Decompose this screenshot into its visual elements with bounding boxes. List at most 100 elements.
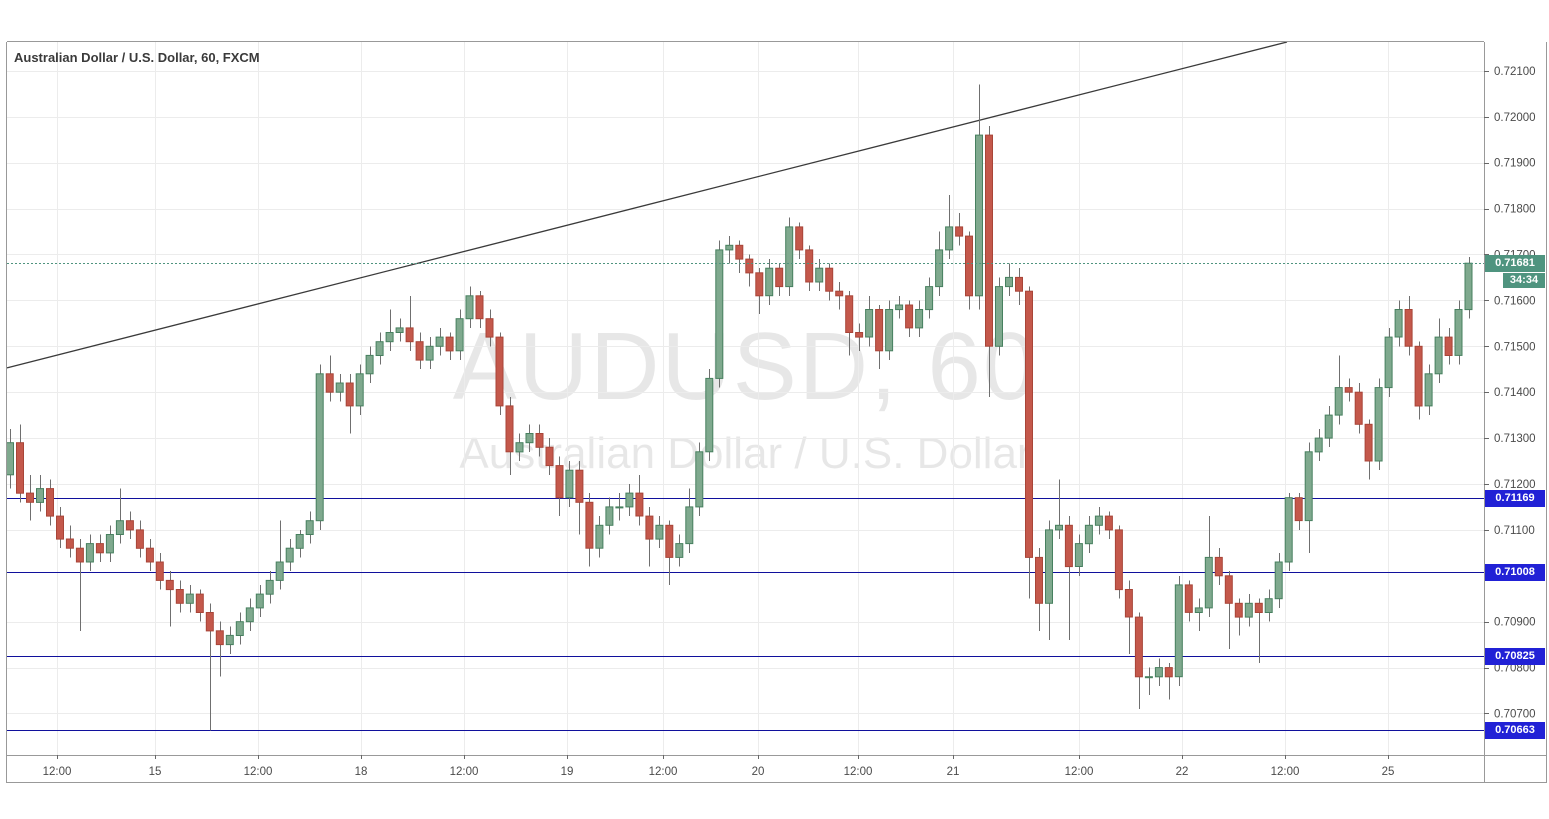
candle-down[interactable] (855, 323, 864, 351)
candle-down[interactable] (415, 332, 424, 370)
candle-up[interactable] (815, 259, 824, 292)
candle-down[interactable] (645, 506, 654, 567)
candle-down[interactable] (835, 282, 844, 310)
candle-up[interactable] (335, 373, 344, 402)
candle-down[interactable] (1404, 295, 1413, 356)
candle-down[interactable] (16, 424, 24, 503)
candle-up[interactable] (1264, 589, 1273, 622)
candle-up[interactable] (695, 442, 704, 517)
candle-up[interactable] (395, 318, 404, 342)
candle-up[interactable] (225, 626, 234, 654)
candle-up[interactable] (895, 295, 904, 319)
candle-up[interactable] (435, 327, 444, 356)
candle-down[interactable] (495, 332, 504, 416)
candle-up[interactable] (1374, 378, 1383, 471)
candle-up[interactable] (625, 483, 634, 517)
candle-down[interactable] (475, 291, 484, 328)
candle-down[interactable] (65, 525, 74, 558)
candle-up[interactable] (285, 539, 294, 572)
candle-down[interactable] (485, 309, 494, 347)
candle-up[interactable] (595, 516, 604, 558)
candle-up[interactable] (275, 520, 284, 590)
candle-down[interactable] (775, 263, 784, 296)
candle-up[interactable] (1314, 428, 1323, 462)
candle-down[interactable] (145, 539, 154, 572)
candle-down[interactable] (125, 511, 134, 540)
candle-up[interactable] (885, 300, 894, 361)
candle-down[interactable] (1134, 612, 1143, 709)
candle-up[interactable] (765, 259, 774, 305)
candle-up[interactable] (525, 424, 534, 452)
candle-down[interactable] (965, 231, 973, 310)
candle-down[interactable] (1064, 516, 1073, 641)
candle-down[interactable] (985, 125, 993, 397)
candle-down[interactable] (26, 474, 34, 521)
candle-down[interactable] (745, 254, 754, 287)
candle-down[interactable] (1164, 662, 1173, 700)
candle-up[interactable] (355, 364, 364, 416)
candles-layer[interactable] (6, 84, 1473, 731)
candle-up[interactable] (725, 236, 734, 264)
candle-down[interactable] (665, 520, 674, 585)
candle-down[interactable] (215, 621, 224, 677)
candle-down[interactable] (575, 461, 584, 535)
candle-up[interactable] (975, 84, 983, 310)
candle-up[interactable] (1074, 534, 1083, 576)
candle-up[interactable] (785, 217, 794, 296)
candle-down[interactable] (555, 456, 564, 517)
candle-down[interactable] (955, 213, 964, 246)
candle-down[interactable] (1124, 580, 1133, 654)
candle-down[interactable] (1224, 571, 1233, 650)
candle-up[interactable] (1324, 405, 1333, 448)
candle-up[interactable] (915, 300, 924, 338)
candle-down[interactable] (1344, 378, 1353, 402)
candle-up[interactable] (1334, 355, 1343, 425)
candle-up[interactable] (1394, 300, 1403, 347)
candle-down[interactable] (95, 534, 104, 562)
candle-up[interactable] (455, 309, 464, 361)
candle-up[interactable] (1244, 594, 1253, 627)
candle-up[interactable] (605, 497, 614, 535)
candle-up[interactable] (1174, 575, 1183, 686)
candle-up[interactable] (265, 571, 274, 604)
candle-up[interactable] (1055, 479, 1063, 540)
time-axis[interactable]: 12:00 15 12:00 18 12:00 19 12:00 20 12:00 21 12:00… (43, 755, 1395, 778)
candle-up[interactable] (465, 286, 474, 328)
candle-down[interactable] (325, 355, 334, 402)
candle-up[interactable] (245, 598, 254, 631)
candle-up[interactable] (1304, 442, 1313, 553)
candle-up[interactable] (1194, 598, 1203, 631)
candle-up[interactable] (925, 277, 934, 319)
candle-up[interactable] (685, 488, 694, 553)
candle-down[interactable] (795, 222, 804, 260)
candle-down[interactable] (635, 474, 644, 526)
candle-up[interactable] (6, 428, 14, 489)
candle-down[interactable] (845, 291, 854, 356)
candle-down[interactable] (405, 295, 414, 351)
candle-down[interactable] (155, 552, 164, 590)
candle-down[interactable] (1025, 286, 1033, 599)
candle-down[interactable] (535, 424, 544, 457)
candle-up[interactable] (1384, 327, 1393, 397)
candle-up[interactable] (1424, 364, 1433, 416)
candle-down[interactable] (1214, 548, 1223, 585)
candle-down[interactable] (56, 506, 64, 549)
candle-down[interactable] (545, 438, 554, 475)
candle-down[interactable] (345, 373, 354, 434)
candle-down[interactable] (195, 589, 204, 622)
candle-up[interactable] (515, 433, 524, 462)
candle-up[interactable] (1144, 667, 1153, 696)
candle-up[interactable] (565, 461, 574, 507)
candle-up[interactable] (305, 511, 314, 544)
candle-up[interactable] (235, 612, 244, 645)
candle-up[interactable] (1284, 493, 1293, 572)
candle-down[interactable] (1254, 598, 1263, 663)
candle-down[interactable] (75, 539, 84, 631)
candle-up[interactable] (995, 277, 1003, 356)
candle-up[interactable] (675, 534, 684, 567)
candle-down[interactable] (1444, 327, 1453, 365)
candle-up[interactable] (425, 337, 434, 370)
candle-up[interactable] (85, 534, 94, 572)
candle-down[interactable] (46, 479, 54, 526)
